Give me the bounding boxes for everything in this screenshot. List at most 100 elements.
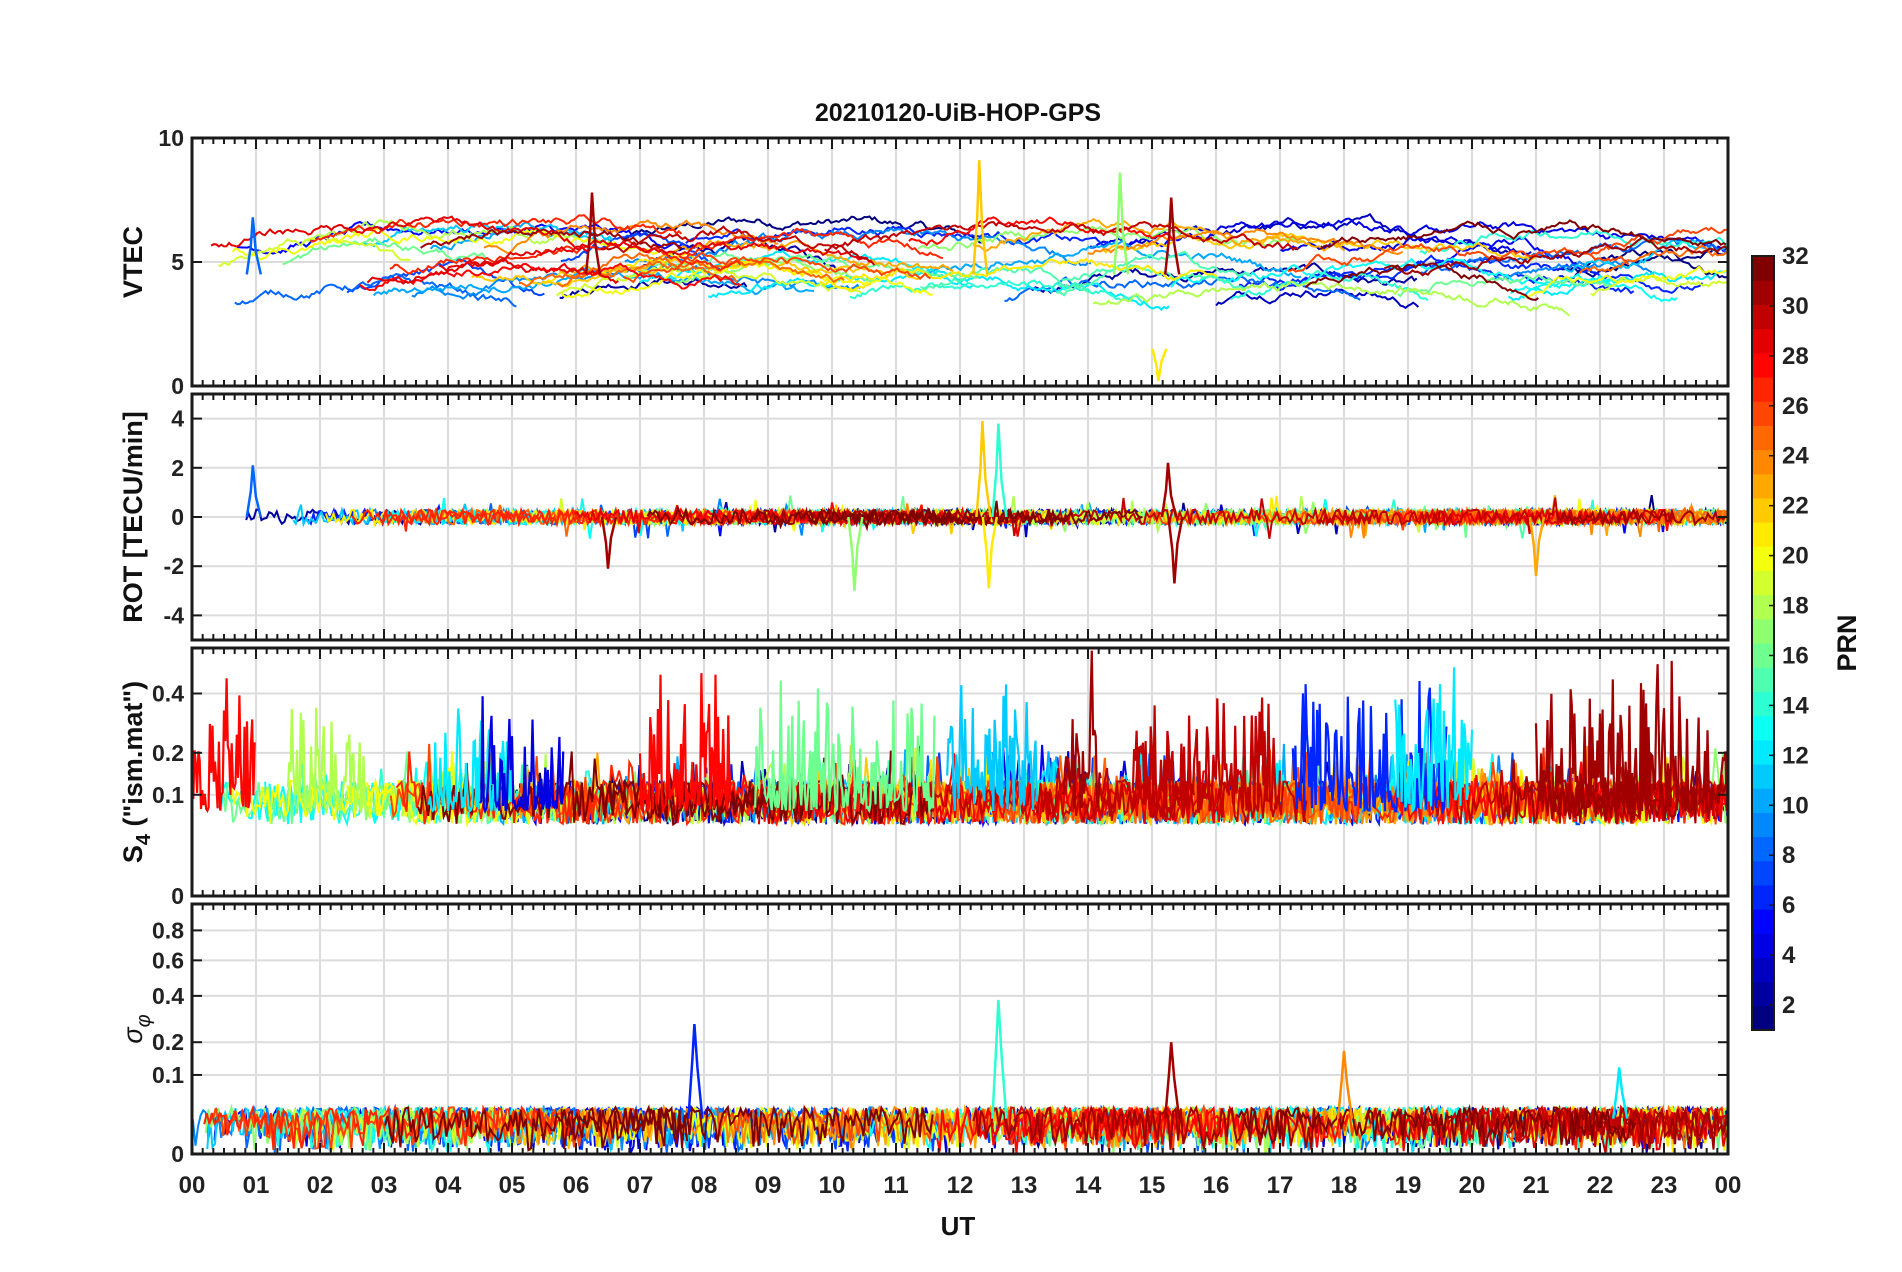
y-tick-label: 0 bbox=[171, 373, 184, 399]
trace-prn-31 bbox=[752, 506, 994, 526]
trace-prn-32 bbox=[1304, 262, 1539, 301]
y-tick-label: 0.6 bbox=[152, 947, 184, 973]
y-tick-label: 0.2 bbox=[152, 740, 184, 766]
colorbar-tick-label: 24 bbox=[1782, 443, 1809, 470]
spike-prn-31 bbox=[1167, 516, 1184, 584]
y-tick-label: 4 bbox=[171, 406, 184, 432]
trace-prn-20 bbox=[1521, 265, 1728, 300]
burst-prn-30 bbox=[1131, 697, 1282, 812]
trace-prn-3 bbox=[1215, 288, 1419, 310]
colorbar-tick-label: 20 bbox=[1782, 543, 1809, 570]
panel-s4: 00.10.20.4S4 ("ism.mat") bbox=[118, 646, 1730, 909]
trace-prn-4 bbox=[1089, 217, 1513, 252]
colorbar-segment bbox=[1752, 352, 1774, 378]
trace-prn-16 bbox=[1397, 273, 1616, 298]
y-tick-label: 0.4 bbox=[152, 681, 184, 707]
trace-prn-12 bbox=[707, 270, 1170, 312]
trace-prn-14 bbox=[1419, 229, 1728, 255]
burst-prn-28 bbox=[638, 673, 731, 815]
y-tick-label: 0.8 bbox=[152, 917, 184, 943]
x-tick-label: 18 bbox=[1331, 1172, 1358, 1199]
y-tick-label: -2 bbox=[164, 553, 184, 579]
y-tick-label: 0.1 bbox=[152, 1062, 184, 1088]
x-tick-label: 13 bbox=[1011, 1172, 1038, 1199]
spike-prn-14 bbox=[991, 423, 1008, 518]
trace-prn-19 bbox=[1590, 274, 1727, 297]
colorbar-segment bbox=[1752, 788, 1774, 813]
spike-prn-21 bbox=[1151, 348, 1168, 382]
spike-prn-12 bbox=[1611, 1067, 1629, 1119]
x-tick-label: 15 bbox=[1139, 1172, 1166, 1199]
trace-prn-31 bbox=[1555, 507, 1727, 528]
colorbar-segment bbox=[1752, 884, 1774, 910]
trace-prn-28 bbox=[908, 216, 1176, 247]
burst-prn-11 bbox=[946, 684, 1038, 812]
trace-prn-26 bbox=[622, 251, 931, 284]
colorbar-tick-label: 16 bbox=[1782, 642, 1809, 669]
spike-prn-6 bbox=[687, 1024, 704, 1119]
trace-prn-21 bbox=[819, 257, 1218, 287]
trace-prn-32 bbox=[1235, 1103, 1637, 1148]
spike-prn-23 bbox=[1528, 516, 1546, 577]
y-label-sub: 4 bbox=[133, 833, 155, 845]
panel-sigma_phi: 0 0.1 0.2 0.4 0.6 0.8 σφ bbox=[118, 902, 1730, 1167]
traces-s4 bbox=[192, 650, 1728, 829]
colorbar-segment bbox=[1752, 957, 1774, 983]
trace-prn-30 bbox=[757, 756, 1196, 825]
colorbar-tick-label: 12 bbox=[1782, 742, 1809, 769]
x-tick-label: 07 bbox=[627, 1172, 654, 1199]
trace-prn-32 bbox=[384, 1104, 689, 1152]
colorbar-segment bbox=[1752, 812, 1774, 838]
burst-prn-31 bbox=[1061, 650, 1102, 810]
x-tick-label: 05 bbox=[499, 1172, 526, 1199]
colorbar-tick-label: 2 bbox=[1782, 992, 1795, 1019]
x-tick-label: 23 bbox=[1651, 1172, 1678, 1199]
trace-prn-15 bbox=[920, 265, 1090, 294]
colorbar-tick-label: 22 bbox=[1782, 493, 1809, 520]
y-label-sub: φ bbox=[133, 1014, 155, 1027]
trace-prn-20 bbox=[560, 260, 933, 299]
trace-prn-30 bbox=[1463, 1104, 1727, 1154]
x-tick-label: 02 bbox=[307, 1172, 334, 1199]
y-tick-label: 5 bbox=[171, 249, 184, 275]
x-tick-label: 01 bbox=[243, 1172, 270, 1199]
spike-prn-31 bbox=[584, 192, 602, 275]
burst-prn-12 bbox=[1394, 667, 1474, 812]
trace-prn-25 bbox=[1578, 244, 1728, 275]
colorbar-frame bbox=[1751, 255, 1775, 1031]
x-tick-label: 00 bbox=[179, 1172, 206, 1199]
colorbar-tick-label: 4 bbox=[1782, 942, 1796, 969]
traces-rot bbox=[245, 420, 1728, 591]
colorbar-segment bbox=[1752, 643, 1774, 668]
colorbar-tick-label: 8 bbox=[1782, 842, 1795, 869]
x-tick-label: 19 bbox=[1395, 1172, 1422, 1199]
trace-prn-14 bbox=[1230, 269, 1429, 302]
trace-prn-30 bbox=[600, 225, 876, 266]
trace-prn-25 bbox=[519, 259, 845, 288]
y-axis-label-s4: S4 ("ism.mat") bbox=[118, 681, 155, 863]
trace-prn-23 bbox=[972, 217, 1346, 252]
colorbar-segment bbox=[1752, 473, 1774, 499]
colorbar-segment bbox=[1752, 739, 1774, 765]
colorbar-tick-label: 30 bbox=[1782, 293, 1809, 320]
colorbar-tick-label: 18 bbox=[1782, 593, 1809, 620]
x-tick-label: 08 bbox=[691, 1172, 718, 1199]
x-tick-label: 11 bbox=[883, 1172, 908, 1199]
burst-prn-31 bbox=[1534, 660, 1728, 814]
x-tick-label: 00 bbox=[1715, 1172, 1742, 1199]
y-tick-label: 2 bbox=[171, 455, 184, 481]
y-label-main: σ bbox=[118, 1026, 148, 1044]
spike-prn-8 bbox=[245, 465, 263, 518]
colorbar-segment bbox=[1752, 522, 1774, 547]
colorbar-segment bbox=[1752, 933, 1774, 959]
y-label-main: S bbox=[118, 845, 148, 863]
colorbar-segment bbox=[1752, 328, 1774, 354]
trace-prn-14 bbox=[849, 279, 1143, 303]
colorbar-segment bbox=[1752, 594, 1774, 620]
burst-prn-12 bbox=[427, 708, 514, 814]
trace-prn-30 bbox=[824, 220, 1299, 253]
x-tick-label: 12 bbox=[947, 1172, 974, 1199]
colorbar-segment bbox=[1752, 691, 1774, 717]
x-tick-label: 10 bbox=[819, 1172, 846, 1199]
